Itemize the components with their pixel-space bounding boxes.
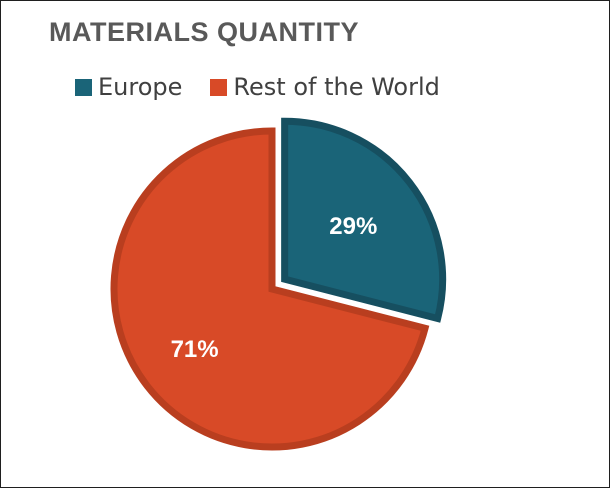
data-label-rest-of-the-world: 71% xyxy=(171,336,219,363)
legend-label-europe: Europe xyxy=(98,73,183,101)
legend: Europe Rest of the World xyxy=(75,73,468,101)
legend-item-europe: Europe xyxy=(75,73,182,101)
data-label-europe: 29% xyxy=(329,213,377,240)
legend-item-rest-of-world: Rest of the World xyxy=(210,73,440,101)
pie-slice-rest-of-the-world xyxy=(110,127,430,451)
chart-title: MATERIALS QUANTITY xyxy=(49,17,359,47)
legend-label-rest-of-world: Rest of the World xyxy=(233,73,440,101)
legend-swatch-europe xyxy=(75,78,92,96)
legend-swatch-rest-of-world xyxy=(210,78,228,96)
pie-slice-europe xyxy=(281,117,447,323)
